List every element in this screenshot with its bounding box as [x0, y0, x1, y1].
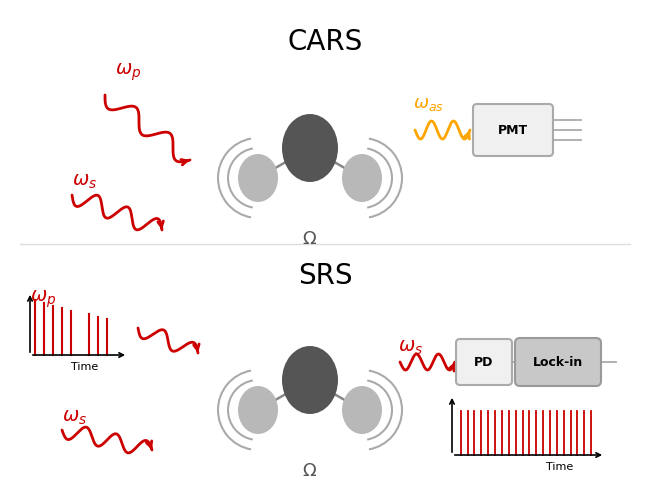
Ellipse shape [282, 114, 338, 182]
Text: $\omega_p$: $\omega_p$ [115, 62, 141, 83]
Text: $\omega_{as}$: $\omega_{as}$ [413, 95, 444, 113]
Ellipse shape [342, 386, 382, 434]
Text: SRS: SRS [298, 262, 352, 290]
Text: $\Omega$: $\Omega$ [302, 230, 317, 248]
Ellipse shape [342, 154, 382, 202]
Text: PMT: PMT [498, 123, 528, 137]
Text: Time: Time [72, 362, 99, 372]
Ellipse shape [238, 386, 278, 434]
FancyBboxPatch shape [515, 338, 601, 386]
Text: Time: Time [547, 462, 573, 472]
Text: $\omega_s$: $\omega_s$ [398, 338, 423, 357]
Text: Lock-in: Lock-in [533, 355, 583, 368]
Ellipse shape [282, 346, 338, 414]
Text: PD: PD [474, 355, 494, 368]
Text: $\omega_s$: $\omega_s$ [72, 172, 97, 191]
Ellipse shape [238, 154, 278, 202]
FancyBboxPatch shape [456, 339, 512, 385]
Text: CARS: CARS [287, 28, 363, 56]
FancyBboxPatch shape [473, 104, 553, 156]
Text: $\omega_p$: $\omega_p$ [30, 288, 57, 309]
Text: $\omega_s$: $\omega_s$ [62, 408, 87, 427]
Text: $\Omega$: $\Omega$ [302, 462, 317, 480]
